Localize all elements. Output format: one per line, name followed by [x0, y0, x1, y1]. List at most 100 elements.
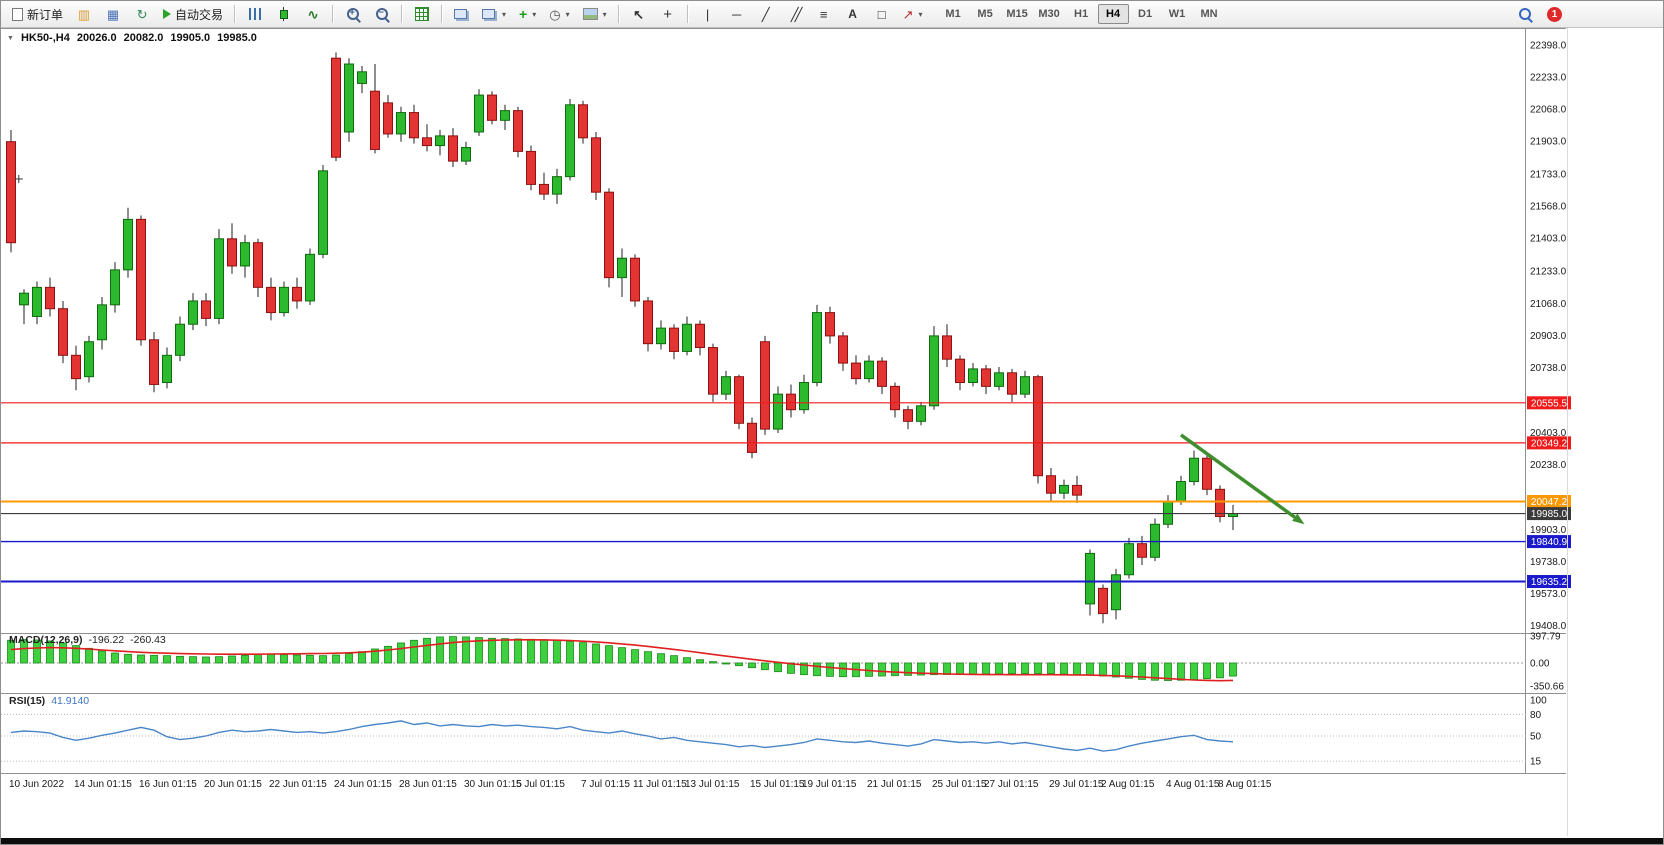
- candle-body: [292, 286, 302, 302]
- price-axis-label: 19903.0: [1530, 525, 1567, 536]
- date-axis-label: 16 Jun 01:15: [139, 779, 197, 790]
- candle-body: [955, 358, 965, 384]
- price-axis-label: 20403.0: [1530, 428, 1567, 439]
- macd-histogram-bar: [189, 656, 197, 664]
- macd-histogram-bar: [683, 657, 691, 664]
- candle-body: [344, 63, 354, 133]
- price-axis-label: 21403.0: [1530, 234, 1567, 245]
- macd-histogram-bar: [1229, 662, 1237, 677]
- collapse-icon[interactable]: ▼: [7, 34, 14, 42]
- macd-histogram-bar: [813, 662, 821, 677]
- macd-histogram-bar: [527, 638, 535, 664]
- macd-histogram-bar: [618, 647, 626, 664]
- candle-body: [214, 238, 224, 319]
- macd-histogram-bar: [1060, 662, 1068, 675]
- zoom-out-button[interactable]: −: [368, 3, 396, 26]
- candle-body: [994, 372, 1004, 387]
- macd-histogram-bar: [956, 662, 964, 675]
- refresh-button[interactable]: ↻: [128, 3, 156, 26]
- candle-body: [890, 385, 900, 411]
- fibonacci-tool-button[interactable]: ≡: [810, 3, 838, 26]
- trend-arrow[interactable]: [1179, 433, 1296, 519]
- auto-scroll-button[interactable]: [448, 3, 475, 26]
- candle-body: [760, 341, 770, 430]
- macd-histogram-bar: [215, 656, 223, 664]
- vertical-line-tool-button[interactable]: |: [694, 3, 722, 26]
- new-order-button[interactable]: 新订单: [6, 3, 69, 26]
- macd-histogram-bar: [228, 655, 236, 664]
- macd-histogram-bar: [540, 639, 548, 664]
- candle-body: [513, 110, 523, 152]
- market-watch-icon: ▦: [106, 6, 120, 22]
- templates-button[interactable]: ▾: [577, 3, 613, 26]
- trend-arrow-head[interactable]: [1292, 513, 1305, 525]
- auto-trading-button[interactable]: 自动交易: [157, 3, 229, 26]
- channel-icon: ╱╱: [790, 6, 802, 22]
- toolbar-separator: [441, 5, 444, 23]
- auto-scroll-icon: [454, 9, 468, 19]
- tile-windows-icon: [415, 7, 430, 21]
- macd-histogram-bar: [202, 656, 210, 664]
- crosshair-tool-button[interactable]: +: [654, 3, 682, 26]
- indicators-button[interactable]: + ▾: [513, 3, 542, 26]
- fibonacci-icon: ≡: [819, 6, 828, 22]
- candlestick-chart-button[interactable]: [270, 3, 298, 26]
- macd-histogram-bar: [1073, 662, 1081, 675]
- cursor-tool-button[interactable]: ↖: [625, 3, 653, 26]
- candle-body: [84, 341, 94, 378]
- toolbar-right-group: 1: [1511, 3, 1658, 26]
- trendline-tool-button[interactable]: ╱: [752, 3, 780, 26]
- tab-timeframe-m15[interactable]: M15: [1006, 8, 1028, 20]
- macd-histogram-bar: [267, 653, 275, 664]
- candle-body: [1085, 552, 1095, 605]
- periods-button[interactable]: ◷ ▾: [543, 3, 575, 26]
- market-watch-button[interactable]: ▦: [99, 3, 127, 26]
- candle-body: [500, 110, 510, 121]
- tab-timeframe-h4[interactable]: H4: [1097, 4, 1129, 24]
- arrows-tool-button[interactable]: ↗ ▾: [897, 3, 929, 26]
- line-chart-button[interactable]: ∿: [299, 3, 327, 26]
- notification-badge[interactable]: 1: [1547, 6, 1562, 22]
- candle-body: [825, 312, 835, 337]
- tab-timeframe-mn[interactable]: MN: [1200, 8, 1218, 20]
- candle-body: [773, 393, 783, 430]
- main-toolbar: 新订单 ▥ ▦ ↻ 自动交易 ∿ + −: [1, 1, 1663, 28]
- rsi-value: 41.9140: [51, 695, 90, 707]
- tile-windows-button[interactable]: [408, 3, 436, 26]
- tab-timeframe-d1[interactable]: D1: [1138, 8, 1153, 20]
- price-level-badge-label: 20349.2: [1531, 438, 1568, 449]
- tab-timeframe-h1[interactable]: H1: [1074, 8, 1089, 20]
- macd-histogram-bar: [917, 662, 925, 676]
- candle-body: [1150, 523, 1160, 558]
- channel-tool-button[interactable]: ╱╱: [781, 3, 809, 26]
- charts-panel-button[interactable]: ▥: [70, 3, 98, 26]
- shapes-tool-button[interactable]: □: [868, 3, 896, 26]
- candle-body: [643, 300, 653, 345]
- candle-body: [123, 218, 133, 271]
- tab-timeframe-m1[interactable]: M1: [945, 8, 961, 20]
- horizontal-line-tool-button[interactable]: ─: [723, 3, 751, 26]
- zoom-in-button[interactable]: +: [339, 3, 367, 26]
- candle-body: [812, 312, 822, 384]
- macd-histogram-bar: [488, 637, 496, 664]
- search-button[interactable]: [1511, 3, 1539, 26]
- candle-body: [448, 135, 458, 162]
- tab-timeframe-w1[interactable]: W1: [1168, 8, 1186, 20]
- macd-histogram-bar: [579, 642, 587, 664]
- macd-histogram-bar: [1047, 662, 1055, 675]
- price-axis-label: 19738.0: [1530, 557, 1567, 568]
- candle-body: [1111, 574, 1121, 611]
- chart-shift-button[interactable]: ▾: [476, 3, 512, 26]
- macd-histogram-bar: [982, 662, 990, 675]
- bar-chart-button[interactable]: [241, 3, 269, 26]
- macd-histogram-bar: [46, 640, 54, 664]
- tab-timeframe-m5[interactable]: M5: [977, 8, 993, 20]
- candle-body: [1059, 484, 1069, 494]
- price-axis-label: 21903.0: [1530, 137, 1567, 148]
- text-tool-button[interactable]: A: [839, 3, 867, 26]
- macd-histogram-bar: [1216, 662, 1224, 679]
- tab-timeframe-m30[interactable]: M30: [1038, 8, 1060, 20]
- macd-histogram-bar: [150, 654, 158, 664]
